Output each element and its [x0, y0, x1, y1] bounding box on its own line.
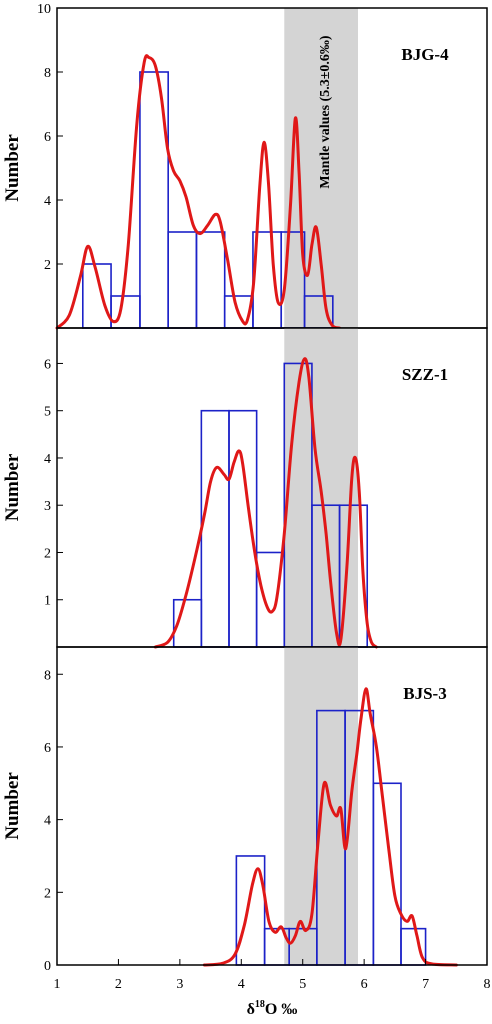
- panel-frame: [56, 646, 488, 966]
- density-curve: [153, 357, 378, 649]
- x-axis-label-suffix: O ‰: [265, 1001, 297, 1018]
- panel-label: BJS-3: [403, 684, 446, 703]
- x-axis-label-prefix: δ: [247, 1001, 255, 1018]
- y-axis-label: Number: [2, 772, 23, 840]
- histogram-bar: [110, 295, 141, 329]
- y-axis-label: Number: [2, 134, 23, 202]
- x-tick-label: 7: [422, 977, 429, 992]
- y-tick-label: 2: [44, 258, 51, 273]
- y-tick-label: 3: [44, 499, 51, 514]
- y-tick-label: 2: [44, 886, 51, 901]
- y-tick-label: 0: [44, 959, 51, 974]
- x-tick-label: 4: [238, 977, 245, 992]
- y-tick-label: 5: [44, 405, 51, 420]
- density-curve: [55, 54, 342, 330]
- y-tick-label: 8: [44, 66, 51, 81]
- y-tick-label: 1: [44, 594, 51, 609]
- x-axis: 1 2 3 4 5 6 7 8: [54, 959, 491, 992]
- mantle-band-label: Mantle values (5.3±0.6‰): [318, 35, 333, 188]
- histogram-bar: [200, 409, 230, 648]
- histogram-bar: [195, 231, 226, 329]
- panel-bjs-3: 0 2 4 6 8 Number BJS-3: [2, 646, 488, 974]
- x-tick-label: 8: [484, 977, 491, 992]
- y-tick-label: 4: [44, 452, 51, 467]
- panel-label: SZZ-1: [402, 365, 448, 384]
- y-tick-label: 2: [44, 546, 51, 561]
- panel-bjg-4: 2 4 6 8 10 Number BJG-4 Mantle values (5.3±0.6‰…: [2, 2, 488, 330]
- x-tick-label: 5: [299, 977, 306, 992]
- y-tick-label: 6: [44, 130, 51, 145]
- y-tick-label: 6: [44, 741, 51, 756]
- density-curve: [202, 687, 458, 967]
- x-tick-label: 6: [361, 977, 368, 992]
- y-axis-label: Number: [2, 453, 23, 521]
- x-tick-label: 2: [115, 977, 122, 992]
- histogram-bar: [167, 231, 198, 329]
- y-tick-label: 10: [37, 2, 51, 17]
- y-tick-label: 4: [44, 814, 51, 829]
- histogram-bar: [372, 782, 402, 966]
- x-axis-label-sup: 18: [255, 999, 265, 1010]
- y-tick-label: 6: [44, 357, 51, 372]
- panel-szz-1: 1 2 3 4 5 6 Number SZZ-1: [2, 327, 488, 649]
- y-tick-label: 8: [44, 668, 51, 683]
- y-tick-label: 4: [44, 194, 51, 209]
- x-tick-label: 3: [176, 977, 183, 992]
- x-axis-label: δ18O ‰: [247, 999, 298, 1018]
- panel-label: BJG-4: [401, 45, 449, 64]
- x-tick-label: 1: [54, 977, 61, 992]
